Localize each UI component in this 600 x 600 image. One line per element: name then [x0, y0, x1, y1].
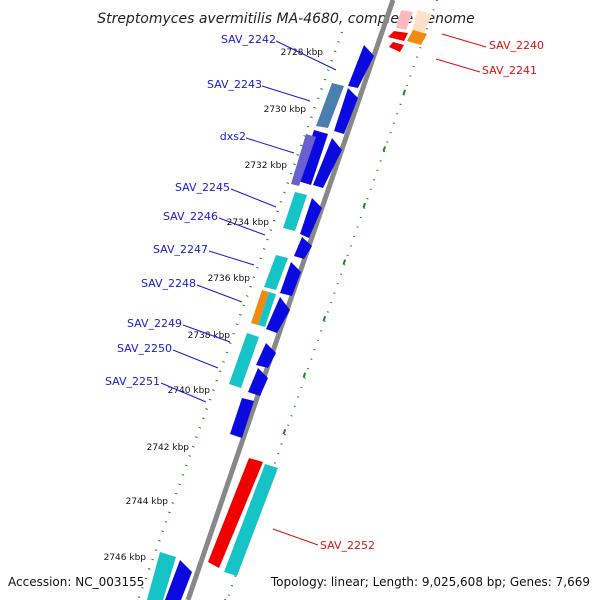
- tick-label: 2744 kbp: [126, 497, 169, 507]
- gene-box[interactable]: [224, 464, 278, 576]
- gene-label[interactable]: SAV_2243: [207, 78, 262, 91]
- gene-label[interactable]: SAV_2248: [141, 277, 196, 290]
- gene-label[interactable]: SAV_2240: [489, 39, 544, 52]
- gene-label[interactable]: dxs2: [220, 130, 246, 143]
- gene-arrow[interactable]: [165, 560, 192, 600]
- gene-label[interactable]: SAV_2251: [105, 375, 160, 388]
- gene-box[interactable]: [291, 134, 316, 186]
- gene-box[interactable]: [230, 398, 254, 438]
- gene-box[interactable]: [258, 292, 276, 327]
- gene-box[interactable]: [283, 192, 307, 231]
- topology-text: Topology: linear; Length: 9,025,608 bp; …: [270, 575, 590, 589]
- gene-box[interactable]: [264, 255, 288, 290]
- gene-label[interactable]: SAV_2250: [117, 342, 172, 355]
- tick-label: 2736 kbp: [208, 274, 251, 284]
- left-gene-labels: SAV_2242 SAV_2243 dxs2 SAV_2245 SAV_2246…: [105, 33, 276, 388]
- gene-arrow[interactable]: [388, 31, 408, 41]
- tick-label: 2732 kbp: [245, 161, 288, 171]
- gene-label[interactable]: SAV_2241: [482, 64, 537, 77]
- tick-label: 2742 kbp: [147, 443, 190, 453]
- gene-label[interactable]: SAV_2246: [163, 210, 218, 223]
- left-leaders: [160, 40, 337, 403]
- right-leaders: [272, 33, 487, 546]
- genome-backbone: [185, 0, 396, 600]
- gene-features: [147, 10, 432, 600]
- gene-box[interactable]: [147, 552, 176, 600]
- gene-box[interactable]: [298, 130, 328, 185]
- tick-label: 2746 kbp: [104, 553, 147, 563]
- tick-label: 2734 kbp: [227, 218, 270, 228]
- tick-label: 2738 kbp: [188, 331, 231, 341]
- gene-arrow[interactable]: [294, 237, 312, 259]
- tick-track-dotted: [136, 31, 344, 600]
- tick-label: 2740 kbp: [168, 386, 211, 396]
- gene-box[interactable]: [407, 30, 427, 45]
- gene-box[interactable]: [412, 10, 432, 33]
- gene-label[interactable]: SAV_2249: [127, 317, 182, 330]
- gene-arrow[interactable]: [248, 368, 268, 396]
- accession-text: Accession: NC_003155: [8, 575, 144, 589]
- gene-arrow[interactable]: [266, 297, 290, 333]
- gene-box[interactable]: [316, 83, 344, 128]
- gene-box[interactable]: [251, 290, 269, 325]
- tick-label: 2730 kbp: [264, 105, 307, 115]
- gene-label[interactable]: SAV_2245: [175, 181, 230, 194]
- right-gene-labels: SAV_2240 SAV_2241 SAV_2252: [320, 39, 544, 552]
- gene-arrow[interactable]: [389, 42, 404, 52]
- map-title: Streptomyces avermitilis MA-4680, comple…: [97, 11, 475, 27]
- gene-label[interactable]: SAV_2242: [221, 33, 276, 46]
- gene-arrow[interactable]: [256, 343, 276, 368]
- gene-arrow[interactable]: [300, 198, 322, 238]
- gene-arrow[interactable]: [334, 88, 358, 134]
- gene-arrow[interactable]: [208, 458, 263, 568]
- gene-label[interactable]: SAV_2247: [153, 243, 208, 256]
- gene-label[interactable]: SAV_2252: [320, 539, 375, 552]
- gene-arrow[interactable]: [280, 262, 301, 296]
- gene-box[interactable]: [396, 10, 413, 30]
- gene-box[interactable]: [229, 333, 259, 388]
- gene-arrow[interactable]: [313, 138, 342, 188]
- gene-arrow[interactable]: [348, 45, 374, 88]
